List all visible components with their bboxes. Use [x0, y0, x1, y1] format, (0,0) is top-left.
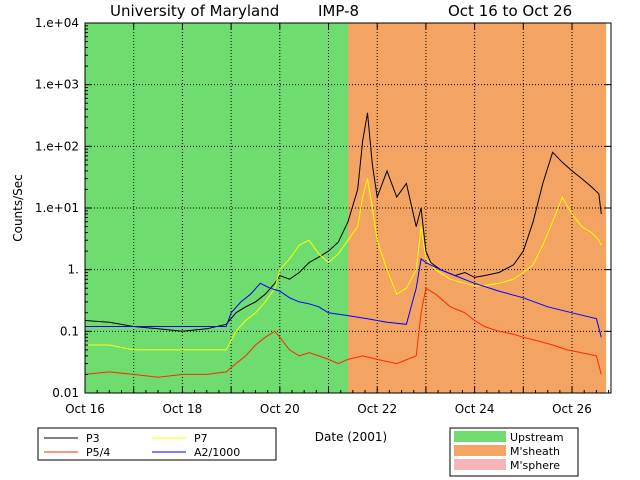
region-legend-swatch-1: [454, 431, 506, 442]
x-tick-label-6: Oct 26: [552, 402, 592, 416]
region-band-2: [348, 23, 607, 393]
series-legend-box: [37, 427, 277, 461]
title-left: University of Maryland: [110, 2, 279, 20]
y-tick-label-5: 1.e+02: [35, 139, 79, 153]
series-line-4: [85, 257, 602, 338]
x-tick-label-1: Oct 16: [65, 402, 105, 416]
legend-label-3: P7: [194, 432, 208, 445]
legend-label-2: P5/4: [86, 446, 110, 459]
region-legend-label-2: M'sheath: [510, 445, 560, 458]
series-line-1: [84, 112, 602, 332]
title-center: IMP-8: [318, 2, 359, 20]
axis-ticks: 0.01 0.1 1. 1.e+01 1.e+02 1.e+03 1.e+04 Oct 16 O…: [35, 16, 611, 416]
x-tick-label-4: Oct 22: [357, 402, 397, 416]
series-line-2: [84, 287, 602, 378]
x-tick-label-3: Oct 20: [260, 402, 300, 416]
y-tick-label-6: 1.e+03: [35, 78, 79, 92]
x-tick-label-2: Oct 18: [162, 402, 202, 416]
title-right: Oct 16 to Oct 26: [448, 2, 572, 20]
legend-label-4: A2/1000: [194, 446, 240, 459]
data-series: [84, 112, 602, 378]
y-tick-label-3: 1.: [68, 263, 79, 277]
legend-label-1: P3: [86, 432, 100, 445]
y-axis-label: Counts/Sec: [11, 174, 25, 242]
y-tick-label-1: 0.01: [52, 386, 79, 400]
region-legend-label-3: M'sphere: [510, 459, 560, 472]
region-legend-swatch-2: [454, 445, 506, 456]
y-tick-label-7: 1.e+04: [35, 16, 79, 30]
series-line-3: [85, 178, 602, 351]
region-legend-swatch-3: [454, 459, 506, 470]
x-tick-label-5: Oct 24: [455, 402, 495, 416]
x-axis-label: Date (2001): [315, 430, 387, 444]
y-tick-label-2: 0.1: [60, 324, 79, 338]
y-tick-label-4: 1.e+01: [35, 201, 79, 215]
region-legend-label-1: Upstream: [510, 431, 564, 444]
